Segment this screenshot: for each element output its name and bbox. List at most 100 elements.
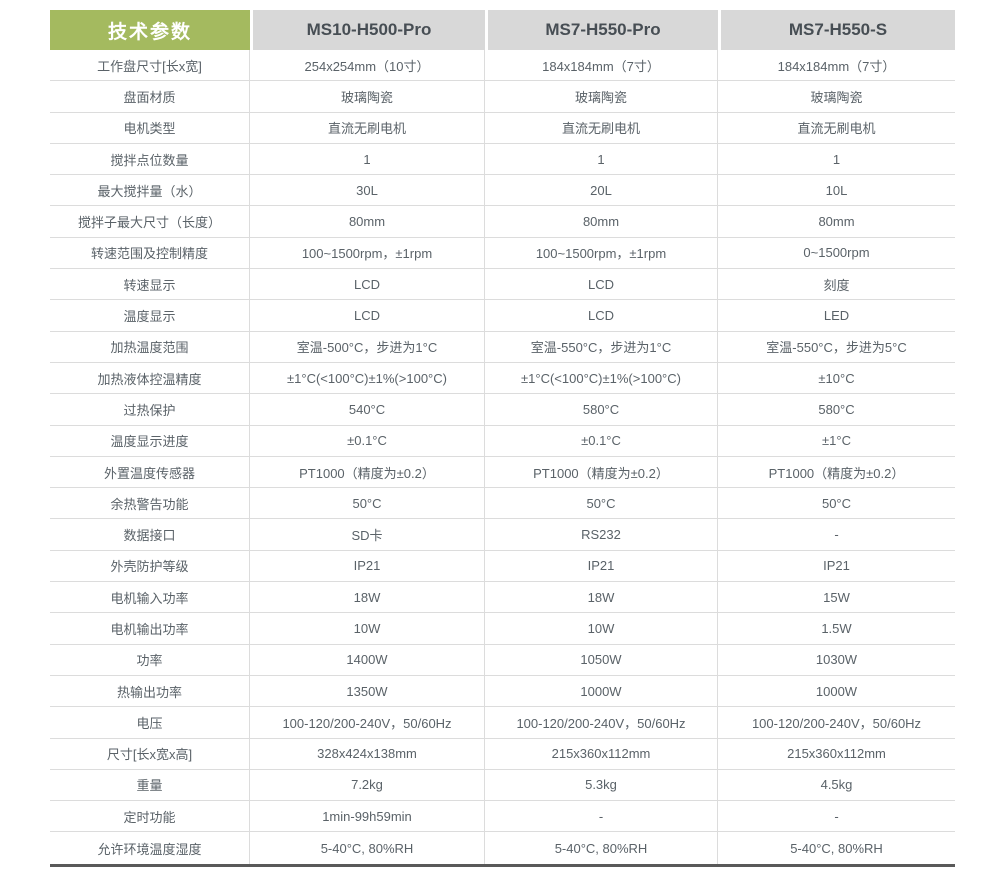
row-value: 50°C [485,488,718,520]
row-value: 15W [718,582,955,614]
row-value: 540°C [250,394,485,426]
row-value: 254x254mm（10寸） [250,50,485,82]
row-value: 玻璃陶瓷 [718,81,955,113]
row-value: 10W [485,613,718,645]
spec-row: 定时功能 1min-99h59min - - [50,801,955,833]
row-value: 18W [485,582,718,614]
row-value: 刻度 [718,269,955,301]
row-value: 1400W [250,644,485,676]
row-value: 5-40°C, 80%RH [250,832,485,864]
row-value: - [718,519,955,551]
row-value: 直流无刷电机 [250,112,485,144]
spec-row: 功率 1400W 1050W 1030W [50,644,955,676]
row-value: 580°C [718,394,955,426]
row-value: 80mm [250,206,485,238]
spec-row: 尺寸[长x宽x高] 328x424x138mm 215x360x112mm 215x3… [50,738,955,770]
row-value: 0~1500rpm [718,238,955,270]
row-value: 1 [250,143,485,176]
row-value: LCD [250,300,485,332]
spec-row: 外置温度传感器 PT1000（精度为±0.2） PT1000（精度为±0.2） PT1… [50,456,955,489]
row-value: 10W [250,613,485,645]
row-value: 1350W [250,675,485,708]
row-value: 直流无刷电机 [718,113,955,144]
row-value: 1030W [718,645,955,676]
row-value: - [485,801,718,833]
row-label: 功率 [50,644,250,676]
row-value: 玻璃陶瓷 [250,81,485,113]
row-value: IP21 [718,551,955,583]
row-value: 5.3kg [485,769,718,802]
row-label: 温度显示 [50,300,250,332]
row-label: 搅拌点位数量 [50,143,250,176]
row-value: 1.5W [718,613,955,645]
row-value: 50°C [250,488,485,520]
spec-row: 最大搅拌量（水） 30L 20L 10L [50,175,955,207]
spec-row: 加热温度范围 室温-500°C，步进为1°C 室温-550°C，步进为1°C 室温-5… [50,331,955,363]
row-value: 100-120/200-240V，50/60Hz [250,707,485,739]
row-value: LCD [485,300,718,332]
model-header-ms7-h550-pro: MS7-H550-Pro [485,10,718,50]
model-header-ms10-h500-pro: MS10-H500-Pro [250,10,485,50]
row-label: 定时功能 [50,801,250,833]
row-value: 215x360x112mm [485,738,718,770]
row-value: IP21 [485,550,718,583]
row-value: LCD [485,269,718,301]
spec-row: 热输出功率 1350W 1000W 1000W [50,675,955,708]
row-value: ±10°C [718,363,955,395]
row-value: 30L [250,175,485,207]
spec-row: 外壳防护等级 IP21 IP21 IP21 [50,550,955,583]
spec-row: 搅拌子最大尺寸（长度） 80mm 80mm 80mm [50,206,955,238]
row-value: 50°C [718,488,955,520]
row-value: 室温-550°C，步进为1°C [485,331,718,363]
row-value: ±1°C(<100°C)±1%(>100°C) [250,362,485,395]
row-value: ±0.1°C [250,425,485,457]
row-value: 20L [485,175,718,207]
row-label: 外置温度传感器 [50,456,250,489]
row-value: ±0.1°C [485,425,718,457]
row-value: 7.2kg [250,769,485,802]
row-label: 盘面材质 [50,81,250,113]
row-value: LED [718,300,955,332]
row-label: 转速范围及控制精度 [50,237,250,270]
row-label: 外壳防护等级 [50,550,250,583]
spec-row: 温度显示进度 ±0.1°C ±0.1°C ±1°C [50,425,955,457]
row-value: 328x424x138mm [250,738,485,770]
row-value: 100~1500rpm，±1rpm [250,237,485,270]
row-value: SD卡 [250,519,485,551]
row-value: PT1000（精度为±0.2） [718,457,955,489]
row-value: 184x184mm（7寸） [718,50,955,82]
spec-row: 允许环境温度湿度 5-40°C, 80%RH 5-40°C, 80%RH 5-40°C… [50,832,955,864]
row-value: 5-40°C, 80%RH [790,840,883,856]
row-label: 电机输入功率 [50,582,250,614]
row-label: 电压 [50,707,250,739]
spec-row: 过热保护 540°C 580°C 580°C [50,394,955,426]
spec-row: 温度显示 LCD LCD LED [50,300,955,332]
row-label: 电机类型 [50,112,250,144]
row-value: 直流无刷电机 [485,112,718,144]
row-value: 1 [718,144,955,176]
row-value: 100-120/200-240V，50/60Hz [485,707,718,739]
spec-rows: 工作盘尺寸[长x宽] 254x254mm（10寸） 184x184mm（7寸） 184… [50,50,955,864]
row-label: 加热液体控温精度 [50,362,250,395]
row-value: IP21 [250,550,485,583]
spec-row: 数据接口 SD卡 RS232- [50,519,955,551]
row-label: 最大搅拌量（水） [50,175,250,207]
row-label: 余热警告功能 [50,488,250,520]
spec-row: 搅拌点位数量 1 1 1 [50,143,955,176]
spec-row: 加热液体控温精度 ±1°C(<100°C)±1%(>100°C) ±1°C(<100… [50,362,955,395]
row-label: 过热保护 [50,394,250,426]
row-label: 重量 [50,769,250,802]
row-value: 1 [485,143,718,176]
parameters-title-cell: 技术参数 [50,10,250,50]
spec-row: 余热警告功能 50°C 50°C 50°C [50,488,955,520]
row-label: 工作盘尺寸[长x宽] [50,50,250,82]
spec-row: 工作盘尺寸[长x宽] 254x254mm（10寸） 184x184mm（7寸） 184… [50,50,955,82]
row-value: ±1°C [718,426,955,457]
row-value: 室温-500°C，步进为1°C [250,331,485,363]
table-header-row: 技术参数 MS10-H500-Pro MS7-H550-Pro MS7-H550… [50,10,955,50]
row-value: LCD [250,269,485,301]
row-value: 184x184mm（7寸） [485,50,718,82]
row-label: 数据接口 [50,519,250,551]
spec-row: 盘面材质 玻璃陶瓷 玻璃陶瓷 玻璃陶瓷 [50,81,955,113]
